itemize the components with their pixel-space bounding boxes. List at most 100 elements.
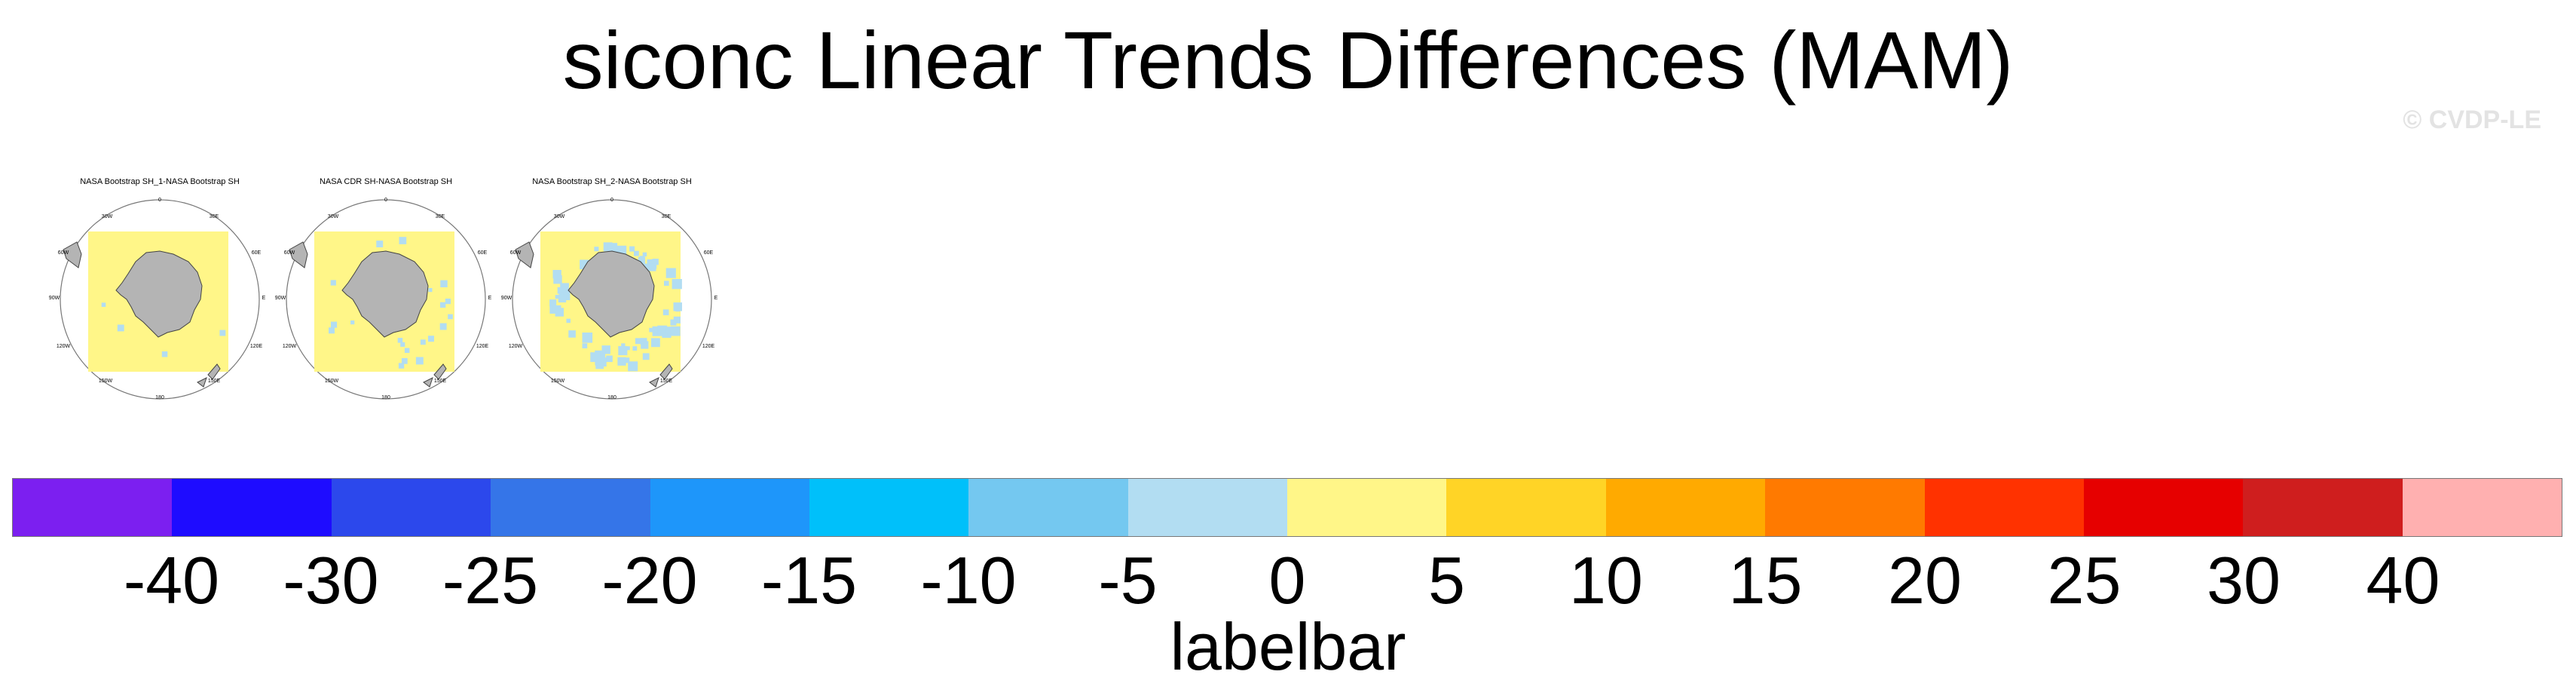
labelbar-box: [1446, 479, 1606, 536]
color-labelbar: [12, 478, 2562, 537]
longitude-label: 120W: [57, 344, 71, 349]
polar-map: 0 180 90W E 30W 30E 60W 60E 120W 120E 150W 150E: [275, 198, 492, 400]
labelbar-tick-label: 40: [2366, 543, 2440, 618]
ice-loss-patch: [629, 246, 635, 252]
labelbar-ticks: -40 -30 -25 -20 -15 -10 -5 0 5 10 15 20 25 30 40: [0, 543, 2576, 618]
longitude-label: 60E: [704, 250, 714, 256]
ice-loss-patch: [624, 357, 630, 363]
labelbar-box: [968, 479, 1128, 536]
longitude-label: 30W: [554, 214, 565, 219]
plot-title: siconc Linear Trends Differences (MAM): [562, 14, 2014, 106]
longitude-label: 180: [155, 395, 164, 400]
labelbar-tick-label: 15: [1728, 543, 1803, 618]
map-panel-1: NASA Bootstrap SH_1-NASA Bootstrap SH 0 1…: [47, 177, 273, 403]
labelbar-tick-label: -20: [601, 543, 698, 618]
longitude-label: 30W: [102, 214, 113, 219]
ice-loss-patch: [641, 341, 649, 349]
longitude-label: 90W: [49, 296, 60, 301]
longitude-label: 0: [610, 198, 613, 203]
ice-loss-patch: [440, 280, 448, 287]
ice-loss-patch: [606, 355, 613, 363]
labelbar-tick-label: 20: [1888, 543, 1962, 618]
ice-loss-patch: [635, 338, 641, 345]
ice-loss-patch: [558, 294, 567, 303]
longitude-label: 30E: [210, 214, 219, 219]
ice-loss-patch: [219, 330, 226, 336]
labelbar-box: [809, 479, 969, 536]
longitude-label: 60E: [252, 250, 262, 256]
ice-loss-patch: [331, 321, 338, 328]
labelbar-box: [1127, 479, 1287, 536]
labelbar-box: [2083, 479, 2244, 536]
ice-loss-patch: [553, 275, 562, 284]
ice-loss-patch: [440, 302, 446, 308]
labelbar-tick-label: 5: [1428, 543, 1465, 618]
ice-loss-patch: [628, 361, 638, 372]
longitude-label: 180: [607, 395, 616, 400]
ice-loss-patch: [665, 268, 676, 278]
ice-loss-patch: [350, 320, 355, 325]
antarctica-landmass: [568, 250, 655, 338]
new-zealand-landmass: [433, 363, 447, 380]
ice-loss-patch: [673, 302, 682, 311]
ice-loss-patch: [558, 291, 564, 296]
ice-loss-patch: [657, 325, 668, 336]
polar-map: 0 180 90W E 30W 30E 60W 60E 120W 120E 150W 150E: [501, 198, 718, 400]
ice-loss-patch: [617, 357, 626, 366]
ice-loss-patch: [566, 318, 571, 323]
ice-loss-patch: [448, 314, 453, 320]
ice-loss-patch: [399, 237, 407, 244]
polar-map: 0 180 90W E 30W 30E 60W 60E 120W 120E 150W 150E: [49, 198, 266, 400]
ice-loss-patch: [634, 250, 639, 256]
credit-watermark: © CVDP-LE: [2403, 106, 2541, 134]
longitude-label: 150W: [99, 379, 113, 384]
longitude-label: E: [488, 296, 492, 301]
new-zealand-landmass: [207, 363, 221, 380]
longitude-label: E: [262, 296, 266, 301]
south-america-landmass: [515, 241, 534, 268]
ice-loss-patch: [642, 252, 647, 257]
labelbar-box: [1924, 479, 2084, 536]
ice-loss-patch: [415, 357, 424, 365]
ice-loss-patch: [621, 343, 626, 348]
ice-loss-patch: [670, 326, 681, 336]
longitude-label: 30W: [328, 214, 339, 219]
panel-title: NASA Bootstrap SH_2-NASA Bootstrap SH: [532, 177, 692, 186]
longitude-label: 120W: [509, 344, 523, 349]
ice-loss-patch: [665, 327, 672, 333]
longitude-label: 0: [158, 198, 161, 203]
panel-title: NASA CDR SH-NASA Bootstrap SH: [319, 177, 453, 186]
ice-loss-patch: [555, 308, 564, 317]
ice-loss-patch: [649, 327, 653, 333]
ice-loss-patch: [555, 295, 559, 299]
ice-loss-patch: [401, 357, 408, 364]
longitude-label: 150W: [325, 379, 339, 384]
ice-loss-patch: [398, 363, 405, 369]
ice-loss-patch: [568, 330, 576, 338]
ice-loss-patch: [564, 293, 570, 299]
longitude-label: 60E: [478, 250, 488, 256]
labelbar-box: [331, 479, 491, 536]
south-america-landmass: [289, 241, 308, 268]
longitude-label: 120E: [250, 344, 263, 349]
ice-loss-patch: [552, 270, 561, 279]
labelbar-tick-label: 25: [2047, 543, 2122, 618]
labelbar-tick-label: 30: [2207, 543, 2281, 618]
labelbar-box: [1287, 479, 1447, 536]
new-zealand-landmass: [197, 377, 207, 388]
longitude-label: 180: [381, 395, 390, 400]
longitude-label: 120E: [702, 344, 715, 349]
ice-loss-patch: [549, 299, 557, 307]
map-panel-3: NASA Bootstrap SH_2-NASA Bootstrap SH 0 1…: [499, 177, 725, 403]
ice-loss-patch: [161, 351, 168, 357]
south-america-landmass: [63, 241, 82, 268]
labelbar-title: labelbar: [1170, 609, 1406, 684]
ice-loss-patch: [673, 316, 681, 323]
labelbar-box: [1765, 479, 1925, 536]
ice-loss-patch: [428, 336, 434, 342]
new-zealand-landmass: [649, 377, 659, 388]
ice-loss-patch: [670, 319, 677, 326]
new-zealand-landmass: [659, 363, 673, 380]
ice-loss-patch: [560, 283, 569, 293]
longitude-label: 60W: [510, 250, 522, 256]
